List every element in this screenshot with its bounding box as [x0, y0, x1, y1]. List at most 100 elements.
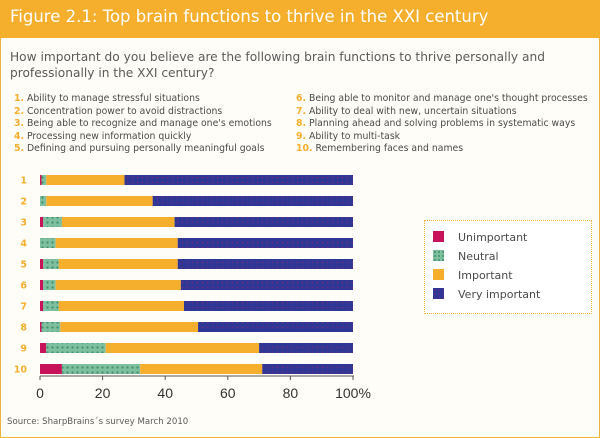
bar-1-neutral: [41, 175, 47, 185]
bar-5-neutral: [43, 259, 59, 269]
x-tick-label: 40: [157, 385, 173, 401]
bar-5-unimportant: [40, 259, 44, 269]
category-label-7: 7: [20, 302, 27, 313]
function-number: 3.: [14, 118, 25, 129]
x-tick-label: 0: [36, 385, 44, 401]
legend: Unimportant Neutral Important Very importan…: [424, 220, 592, 314]
function-label: Ability to multi-task: [308, 130, 401, 142]
bar-8-very-important: [198, 322, 353, 332]
bar-8-important: [60, 322, 199, 332]
legend-label: Important: [458, 269, 513, 282]
function-number: 10.: [296, 143, 313, 154]
bar-6-very-important: [180, 280, 353, 290]
bar-1-very-important: [124, 175, 353, 185]
legend-label: Neutral: [458, 250, 499, 263]
legend-item-neutral: Neutral: [433, 250, 499, 263]
function-label: Being able to monitor and manage one's t…: [308, 93, 588, 104]
bar-3-very-important: [174, 217, 353, 227]
bar-group: [40, 175, 353, 374]
function-item-4: 4. Processing new information quickly: [14, 131, 191, 142]
bar-10-unimportant: [40, 364, 62, 374]
function-label: Processing new information quickly: [26, 130, 192, 142]
bar-3-unimportant: [40, 217, 44, 227]
function-number: 9.: [296, 130, 307, 142]
bar-10-very-important: [262, 364, 353, 374]
category-label-6: 6: [20, 281, 27, 292]
function-label: Being able to recognize and manage one's…: [26, 118, 272, 129]
function-label: Remembering faces and names: [315, 143, 464, 154]
function-item-6: 6. Being able to monitor and manage one'…: [296, 93, 588, 104]
category-labels: 1 2 3 4 5 6 7 8 9 10: [14, 176, 28, 376]
bar-2-important: [46, 196, 153, 206]
function-item-8: 8. Planning ahead and solving problems i…: [296, 118, 575, 129]
bar-7-neutral: [43, 301, 59, 311]
function-number: 2.: [14, 105, 25, 117]
category-label-8: 8: [20, 323, 27, 334]
function-item-5: 5. Defining and pursuing personally mean…: [14, 143, 264, 154]
bar-9-important: [105, 343, 260, 353]
bar-8-unimportant: [40, 322, 42, 332]
bar-9-neutral: [46, 343, 106, 353]
function-label: Concentration power to avoid distraction…: [26, 105, 223, 117]
function-number: 7.: [296, 105, 307, 117]
bar-10-important: [140, 364, 263, 374]
bar-6-important: [55, 280, 181, 290]
legend-item-very-important: Very important: [433, 288, 540, 301]
bar-9-unimportant: [40, 343, 47, 353]
bar-1-important: [46, 175, 125, 185]
function-number: 1.: [14, 93, 25, 104]
bar-6-neutral: [43, 280, 56, 290]
bar-7-important: [58, 301, 184, 311]
stacked-bar-chart: 1 2 3 4 5 6 7 8 9 10 0 20 40 60 80 100%: [14, 175, 371, 401]
x-axis-ticks: 0 20 40 60 80 100%: [36, 376, 371, 401]
bar-7-unimportant: [40, 301, 44, 311]
bar-2-neutral: [40, 196, 47, 206]
function-item-10: 10. Remembering faces and names: [296, 143, 463, 154]
source-note: Source: SharpBrains´s survey March 2010: [7, 417, 189, 427]
bar-7-very-important: [183, 301, 353, 311]
x-tick-label: 80: [283, 385, 299, 401]
survey-question: How important do you believe are the fol…: [10, 50, 545, 80]
bar-4-neutral: [40, 238, 56, 248]
function-item-9: 9. Ability to multi-task: [296, 131, 400, 142]
bar-8-neutral: [41, 322, 61, 332]
legend-label: Very important: [458, 288, 541, 301]
title-bar: Figure 2.1: Top brain functions to thriv…: [0, 0, 600, 38]
category-label-3: 3: [20, 218, 27, 229]
function-label: Defining and pursuing personally meaning…: [26, 143, 265, 154]
x-tick-label: 100%: [335, 385, 371, 401]
category-label-9: 9: [20, 344, 27, 355]
bar-6-unimportant: [40, 280, 44, 290]
category-label-2: 2: [20, 197, 27, 208]
function-item-7: 7. Ability to deal with new, uncertain s…: [296, 106, 517, 117]
bar-5-important: [58, 259, 178, 269]
x-tick-label: 60: [220, 385, 236, 401]
function-label: Ability to manage stressful situations: [26, 93, 200, 104]
legend-label: Unimportant: [458, 231, 528, 244]
legend-swatch: [433, 269, 444, 280]
category-label-4: 4: [20, 239, 27, 250]
bar-1-unimportant: [40, 175, 42, 185]
function-number: 6.: [296, 93, 307, 104]
legend-swatch: [433, 288, 444, 299]
category-label-1: 1: [20, 176, 27, 187]
function-item-3: 3. Being able to recognize and manage on…: [14, 118, 272, 129]
category-label-5: 5: [20, 260, 27, 271]
bar-4-important: [55, 238, 178, 248]
legend-item-unimportant: Unimportant: [433, 231, 527, 244]
x-tick-label: 20: [95, 385, 111, 401]
function-label: Ability to deal with new, uncertain situ…: [308, 105, 517, 117]
figure-title: Figure 2.1: Top brain functions to thriv…: [10, 7, 489, 26]
legend-swatch: [433, 250, 444, 261]
function-number: 5.: [14, 143, 25, 154]
function-number: 8.: [296, 118, 307, 129]
function-label: Planning ahead and solving problems in s…: [308, 118, 576, 129]
bar-3-neutral: [43, 217, 62, 227]
bar-3-important: [61, 217, 175, 227]
category-label-10: 10: [14, 365, 28, 376]
bar-5-very-important: [177, 259, 353, 269]
function-item-1: 1. Ability to manage stressful situation…: [14, 93, 200, 104]
bar-2-very-important: [152, 196, 353, 206]
legend-item-important: Important: [433, 269, 513, 282]
function-item-2: 2. Concentration power to avoid distract…: [14, 106, 222, 117]
